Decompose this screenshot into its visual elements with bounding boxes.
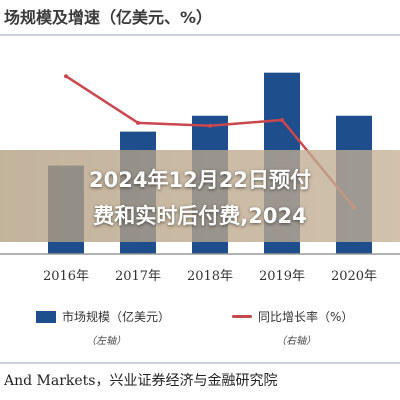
legend-bar-axis-note: （左轴）: [86, 336, 126, 347]
chart-title: 场规模及增速（亿美元、%）: [4, 8, 213, 27]
legend-line-axis-note: （右轴）: [276, 336, 316, 347]
x-tick-label-0: 2016年: [43, 269, 89, 284]
x-tick-labels: 2016年 2017年 2018年 2019年 2020年: [43, 269, 377, 284]
legend: 市场规模（亿美元） 同比增长率（%） （左轴） （右轴）: [0, 300, 400, 356]
x-tick-label-2: 2018年: [187, 269, 233, 284]
title-divider: [0, 34, 400, 36]
x-tick-label-4: 2020年: [331, 269, 377, 284]
line-point-3: [280, 117, 284, 122]
x-tick-label-1: 2017年: [115, 269, 161, 284]
legend-item-line: 同比增长率（%）: [232, 308, 353, 325]
source-divider: [0, 362, 400, 364]
line-point-0: [64, 74, 68, 79]
legend-line-label: 同比增长率（%）: [258, 310, 354, 324]
watermark-banner: 2024年12月22日预付 费和实时后付费,2024: [0, 150, 400, 242]
watermark-line-1: 2024年12月22日预付: [89, 168, 311, 192]
line-point-2: [208, 123, 212, 128]
line-point-1: [136, 120, 140, 125]
source-note: And Markets，兴业证券经济与金融研究院: [4, 373, 278, 389]
legend-bar-swatch: [36, 310, 56, 323]
x-tick-label-3: 2019年: [259, 269, 305, 284]
watermark-line-2: 费和实时后付费,2024: [93, 204, 307, 228]
legend-bar-label: 市场规模（亿美元）: [62, 310, 171, 324]
legend-item-bar: 市场规模（亿美元）: [36, 308, 170, 325]
legend-line-swatch: [232, 315, 252, 318]
